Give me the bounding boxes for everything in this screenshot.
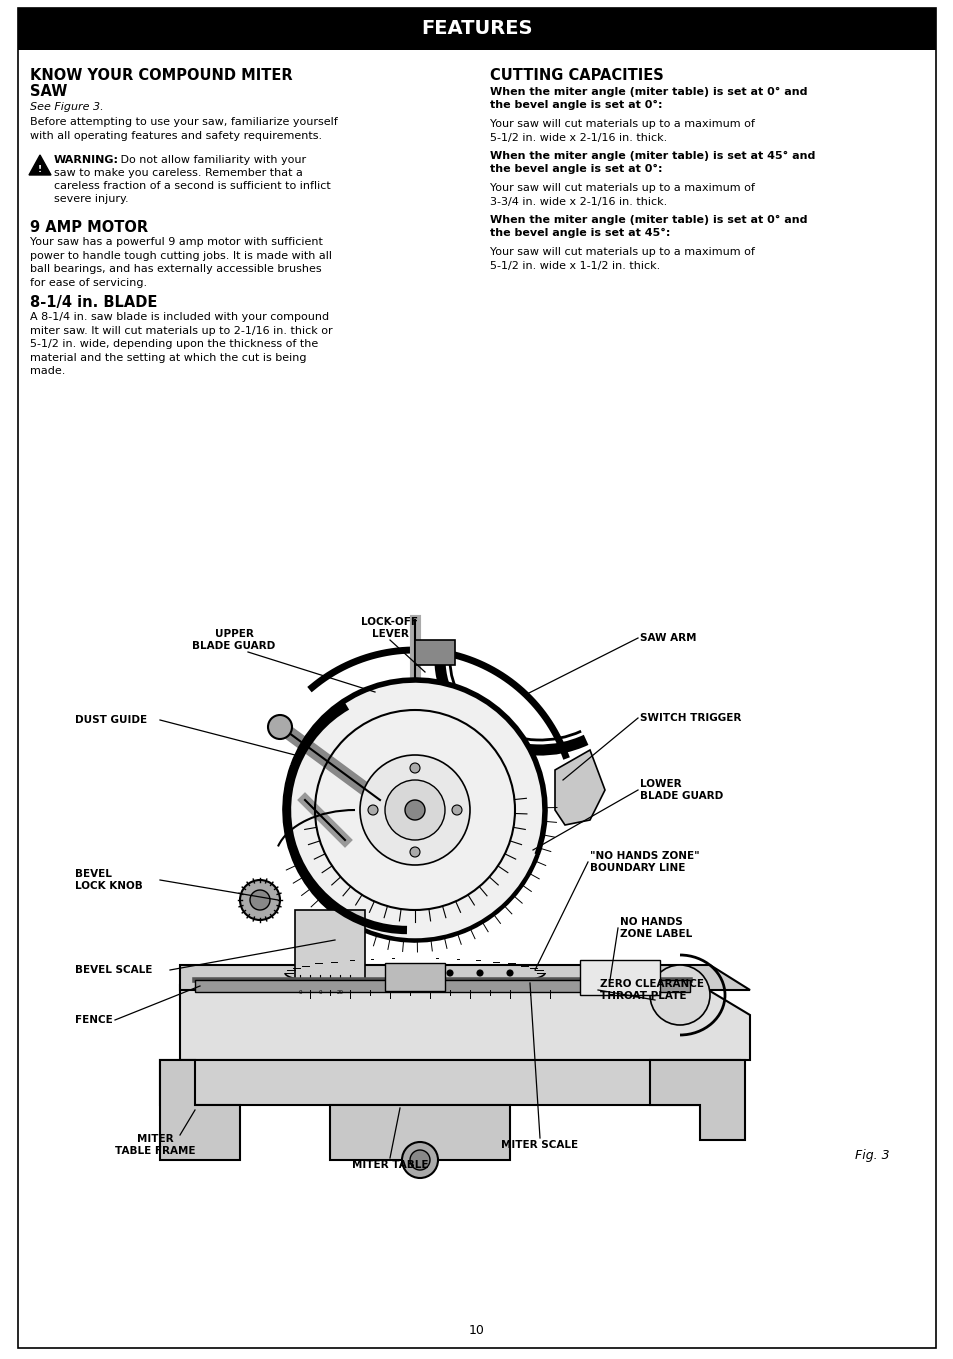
Circle shape bbox=[405, 800, 424, 819]
Text: severe injury.: severe injury. bbox=[54, 194, 129, 204]
Circle shape bbox=[476, 970, 482, 976]
Text: Your saw will cut materials up to a maximum of
5-1/2 in. wide x 1-1/2 in. thick.: Your saw will cut materials up to a maxi… bbox=[490, 247, 754, 270]
Text: Your saw will cut materials up to a maximum of
5-1/2 in. wide x 2-1/16 in. thick: Your saw will cut materials up to a maxi… bbox=[490, 120, 754, 143]
Circle shape bbox=[452, 805, 461, 815]
Text: SAW ARM: SAW ARM bbox=[639, 633, 696, 643]
Circle shape bbox=[285, 680, 544, 940]
Text: Fig. 3: Fig. 3 bbox=[854, 1148, 889, 1162]
Polygon shape bbox=[649, 1060, 744, 1140]
Text: 0: 0 bbox=[298, 989, 301, 995]
Text: KNOW YOUR COMPOUND MITER: KNOW YOUR COMPOUND MITER bbox=[30, 68, 293, 83]
Bar bbox=[579, 959, 659, 995]
Text: LOWER
BLADE GUARD: LOWER BLADE GUARD bbox=[639, 779, 722, 802]
Text: CUTTING CAPACITIES: CUTTING CAPACITIES bbox=[490, 68, 663, 83]
Text: BEVEL SCALE: BEVEL SCALE bbox=[75, 965, 152, 974]
Circle shape bbox=[401, 1142, 437, 1178]
Polygon shape bbox=[555, 750, 604, 825]
Text: FEATURES: FEATURES bbox=[421, 19, 532, 38]
Bar bbox=[294, 911, 365, 989]
Text: 0: 0 bbox=[318, 989, 321, 995]
Polygon shape bbox=[160, 1060, 240, 1161]
Text: SWITCH TRIGGER: SWITCH TRIGGER bbox=[639, 713, 740, 723]
Text: WARNING:: WARNING: bbox=[54, 155, 119, 164]
Circle shape bbox=[649, 965, 709, 1025]
Circle shape bbox=[250, 890, 270, 911]
Text: When the miter angle (miter table) is set at 0° and
the bevel angle is set at 0°: When the miter angle (miter table) is se… bbox=[490, 87, 806, 110]
Text: Your saw has a powerful 9 amp motor with sufficient
power to handle tough cuttin: Your saw has a powerful 9 amp motor with… bbox=[30, 236, 332, 288]
Text: LOCK-OFF
LEVER: LOCK-OFF LEVER bbox=[361, 617, 418, 639]
Text: MITER
TABLE FRAME: MITER TABLE FRAME bbox=[114, 1133, 195, 1157]
Polygon shape bbox=[180, 965, 749, 989]
Bar bbox=[330, 1105, 510, 1161]
Text: 20: 20 bbox=[336, 989, 343, 995]
Text: DUST GUIDE: DUST GUIDE bbox=[75, 715, 147, 724]
Text: Before attempting to use your saw, familiarize yourself
with all operating featu: Before attempting to use your saw, famil… bbox=[30, 117, 337, 140]
Text: A 8-1/4 in. saw blade is included with your compound
miter saw. It will cut mate: A 8-1/4 in. saw blade is included with y… bbox=[30, 313, 333, 376]
Text: Your saw will cut materials up to a maximum of
3-3/4 in. wide x 2-1/16 in. thick: Your saw will cut materials up to a maxi… bbox=[490, 183, 754, 207]
Text: ZERO CLEARANCE
THROAT PLATE: ZERO CLEARANCE THROAT PLATE bbox=[599, 978, 703, 1002]
Text: UPPER
BLADE GUARD: UPPER BLADE GUARD bbox=[193, 629, 275, 651]
Bar bbox=[160, 1060, 740, 1105]
Text: 10: 10 bbox=[469, 1324, 484, 1336]
Bar bbox=[18, 8, 935, 50]
Text: See Figure 3.: See Figure 3. bbox=[30, 102, 104, 111]
Polygon shape bbox=[29, 155, 51, 175]
Bar bbox=[385, 964, 444, 991]
Text: NO HANDS
ZONE LABEL: NO HANDS ZONE LABEL bbox=[619, 917, 692, 939]
Circle shape bbox=[240, 881, 280, 920]
Text: 8-1/4 in. BLADE: 8-1/4 in. BLADE bbox=[30, 295, 157, 310]
Circle shape bbox=[268, 715, 292, 739]
Text: FENCE: FENCE bbox=[75, 1015, 112, 1025]
Text: 9 AMP MOTOR: 9 AMP MOTOR bbox=[30, 220, 148, 235]
Text: When the miter angle (miter table) is set at 0° and
the bevel angle is set at 45: When the miter angle (miter table) is se… bbox=[490, 215, 806, 238]
Text: careless fraction of a second is sufficient to inflict: careless fraction of a second is suffici… bbox=[54, 181, 331, 192]
Bar bbox=[415, 640, 455, 665]
Circle shape bbox=[385, 780, 444, 840]
Text: BEVEL
LOCK KNOB: BEVEL LOCK KNOB bbox=[75, 868, 143, 892]
Text: saw to make you careless. Remember that a: saw to make you careless. Remember that … bbox=[54, 169, 302, 178]
Circle shape bbox=[359, 756, 470, 864]
Circle shape bbox=[368, 805, 377, 815]
Text: When the miter angle (miter table) is set at 45° and
the bevel angle is set at 0: When the miter angle (miter table) is se… bbox=[490, 151, 815, 174]
Bar bbox=[194, 980, 689, 992]
Circle shape bbox=[506, 970, 513, 976]
Circle shape bbox=[410, 1150, 430, 1170]
Text: Do not allow familiarity with your: Do not allow familiarity with your bbox=[117, 155, 306, 164]
Polygon shape bbox=[180, 985, 749, 1060]
Circle shape bbox=[447, 970, 453, 976]
Circle shape bbox=[410, 847, 419, 858]
Text: MITER TABLE: MITER TABLE bbox=[352, 1161, 428, 1170]
Text: SAW: SAW bbox=[30, 84, 68, 99]
Circle shape bbox=[410, 762, 419, 773]
Text: !: ! bbox=[38, 164, 42, 174]
Text: MITER SCALE: MITER SCALE bbox=[501, 1140, 578, 1150]
Text: "NO HANDS ZONE"
BOUNDARY LINE: "NO HANDS ZONE" BOUNDARY LINE bbox=[589, 851, 699, 874]
